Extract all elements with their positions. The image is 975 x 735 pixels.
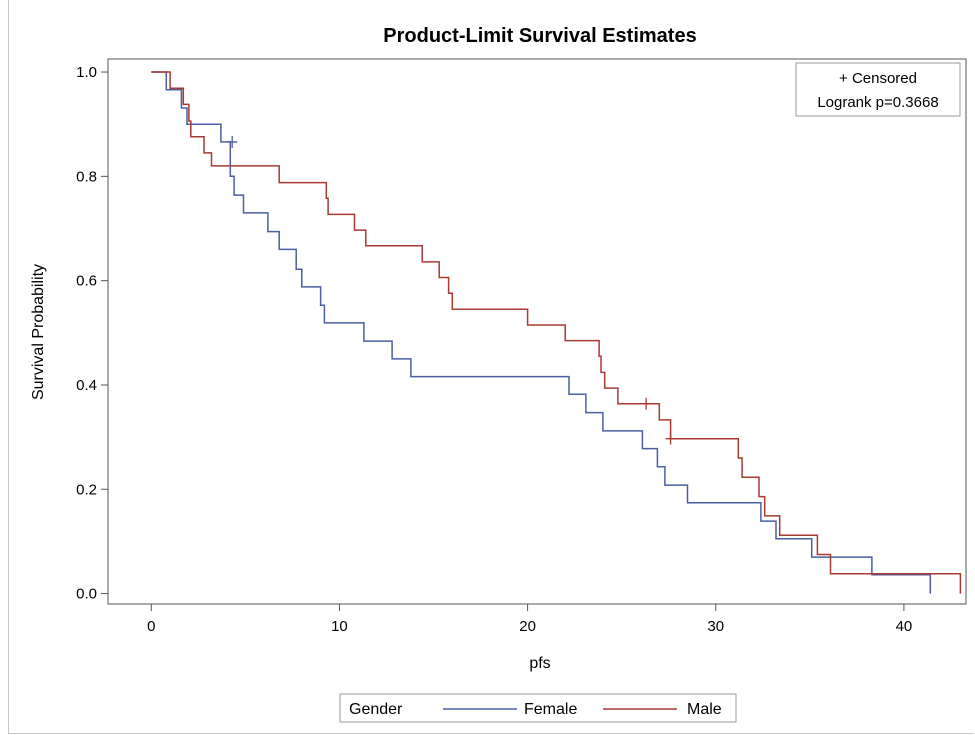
y-tick-label: 0.8 bbox=[76, 168, 97, 185]
y-tick-label: 0.2 bbox=[76, 481, 97, 498]
y-axis-label: Survival Probability bbox=[30, 264, 47, 400]
y-tick-label: 1.0 bbox=[76, 64, 97, 81]
legend-label-female: Female bbox=[524, 701, 577, 718]
censor-mark-female bbox=[227, 135, 238, 148]
legend: Gender Female Male bbox=[339, 693, 737, 723]
y-tick-label: 0.4 bbox=[76, 377, 97, 394]
survival-curve-female bbox=[151, 71, 932, 594]
y-tick-label: 0.6 bbox=[76, 273, 97, 290]
inset-box: + Censored Logrank p=0.3668 bbox=[795, 62, 961, 117]
x-tick-label: 10 bbox=[331, 618, 348, 635]
series-female bbox=[151, 71, 932, 594]
logrank-note: Logrank p=0.3668 bbox=[817, 94, 938, 111]
plot-area bbox=[107, 58, 967, 605]
x-tick-label: 40 bbox=[896, 618, 913, 635]
y-tick-label: 0.0 bbox=[76, 586, 97, 603]
series-layer bbox=[151, 71, 962, 594]
x-tick-label: 30 bbox=[707, 618, 724, 635]
censor-mark-male bbox=[641, 397, 652, 410]
legend-border bbox=[339, 693, 737, 723]
x-tick-label: 20 bbox=[519, 618, 536, 635]
x-tick-label: 0 bbox=[147, 618, 155, 635]
series-male bbox=[151, 71, 962, 594]
legend-label-male: Male bbox=[687, 701, 722, 718]
inset-border bbox=[795, 62, 961, 117]
x-axis-label: pfs bbox=[529, 655, 550, 672]
chart-title: Product-Limit Survival Estimates bbox=[383, 25, 696, 47]
legend-title: Gender bbox=[349, 701, 403, 718]
censored-note: + Censored bbox=[839, 70, 917, 87]
x-axis: 0 10 20 30 40 bbox=[147, 604, 912, 635]
survival-curve-male bbox=[151, 71, 962, 594]
censor-mark-male bbox=[665, 432, 676, 445]
chart-frame bbox=[8, 0, 974, 734]
y-axis: 0.0 0.2 0.4 0.6 0.8 1.0 bbox=[76, 64, 108, 603]
